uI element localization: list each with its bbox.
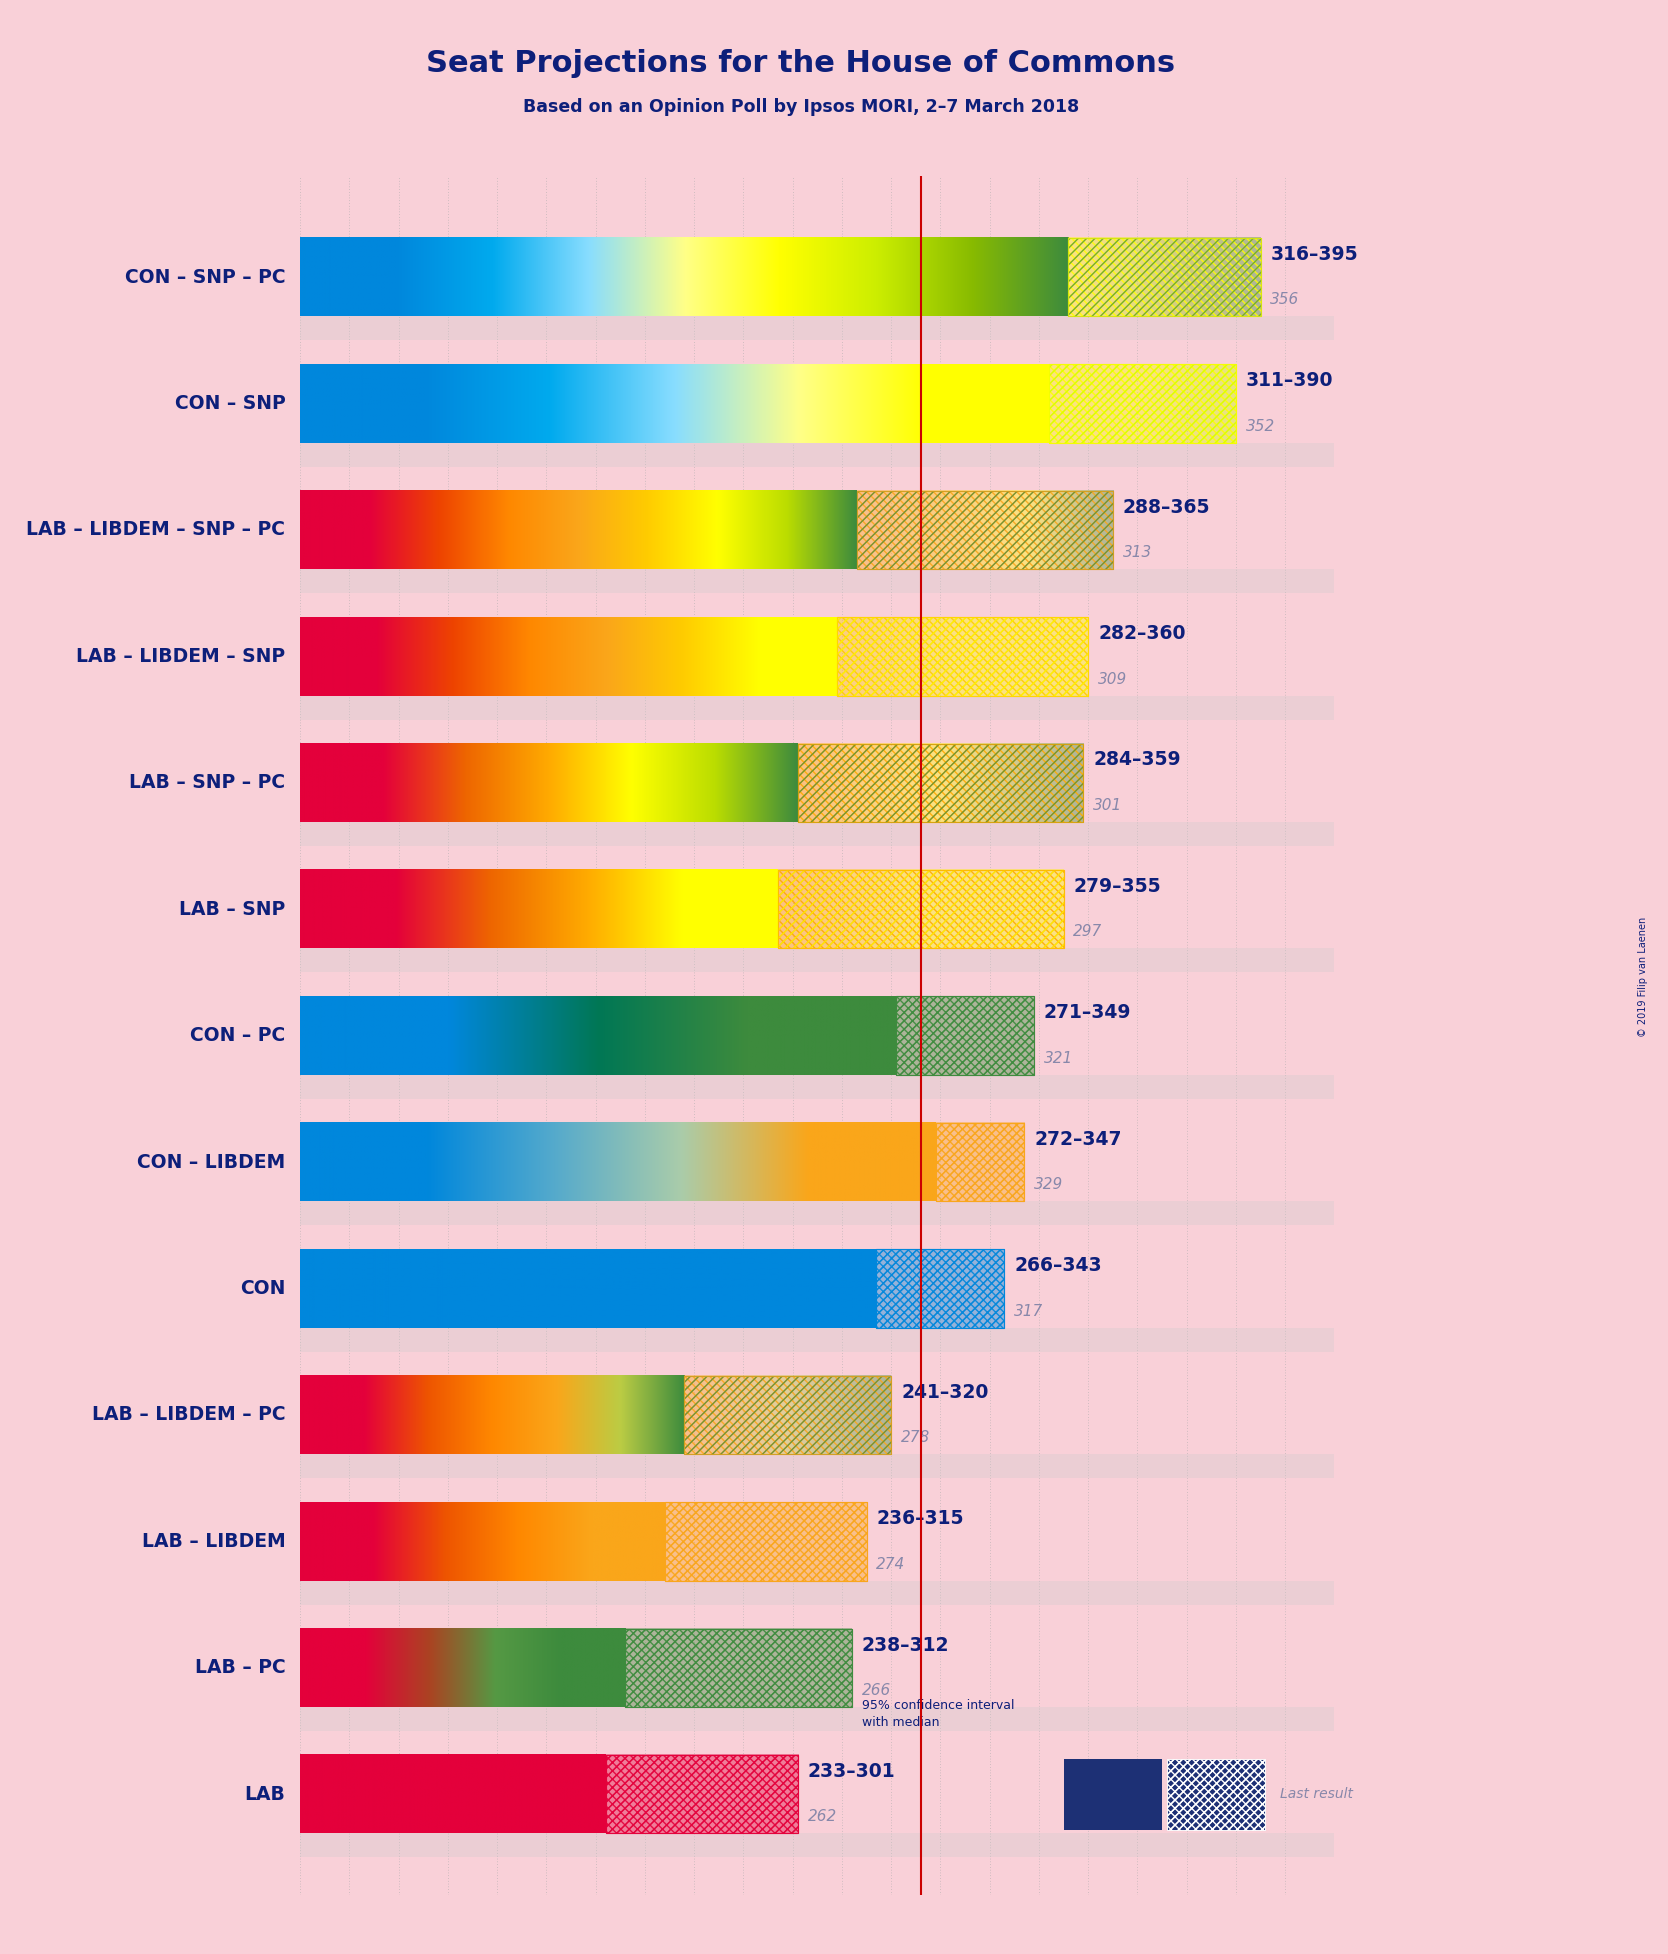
Text: 95% confidence interval
with median: 95% confidence interval with median bbox=[862, 1700, 1014, 1729]
Text: 313: 313 bbox=[1123, 545, 1153, 561]
Bar bbox=[777, 870, 1064, 948]
Text: CON – SNP – PC: CON – SNP – PC bbox=[125, 268, 285, 287]
Bar bbox=[797, 744, 1083, 823]
Text: 316–395: 316–395 bbox=[1271, 244, 1358, 264]
Text: Last result: Last result bbox=[1281, 1788, 1353, 1802]
Bar bbox=[664, 1503, 867, 1581]
Bar bbox=[300, 823, 1334, 846]
Bar bbox=[1168, 1759, 1266, 1829]
Text: 238–312: 238–312 bbox=[862, 1635, 949, 1655]
Bar bbox=[1049, 363, 1236, 444]
Text: 317: 317 bbox=[1014, 1303, 1044, 1319]
Bar bbox=[1064, 1759, 1163, 1829]
Text: CON – PC: CON – PC bbox=[190, 1026, 285, 1045]
Text: 288–365: 288–365 bbox=[1123, 498, 1211, 516]
Bar bbox=[797, 744, 1083, 823]
Text: CON – SNP: CON – SNP bbox=[175, 395, 285, 412]
Text: 236–315: 236–315 bbox=[876, 1508, 964, 1528]
Bar bbox=[876, 1249, 1004, 1327]
Bar bbox=[896, 997, 1034, 1075]
Bar bbox=[857, 490, 1113, 569]
Bar bbox=[837, 617, 1088, 696]
Bar bbox=[876, 1249, 1004, 1327]
Text: LAB – PC: LAB – PC bbox=[195, 1659, 285, 1677]
Text: © 2019 Filip van Laenen: © 2019 Filip van Laenen bbox=[1638, 916, 1648, 1038]
Bar bbox=[684, 1376, 891, 1454]
Bar bbox=[626, 1628, 852, 1708]
Text: Seat Projections for the House of Commons: Seat Projections for the House of Common… bbox=[425, 49, 1176, 78]
Text: 272–347: 272–347 bbox=[1034, 1129, 1121, 1149]
Bar bbox=[857, 490, 1113, 569]
Text: 309: 309 bbox=[1098, 672, 1128, 686]
Text: 241–320: 241–320 bbox=[901, 1383, 989, 1401]
Bar bbox=[936, 1124, 1024, 1202]
Text: 279–355: 279–355 bbox=[1074, 877, 1161, 897]
Text: 329: 329 bbox=[1034, 1178, 1063, 1192]
Text: Based on an Opinion Poll by Ipsos MORI, 2–7 March 2018: Based on an Opinion Poll by Ipsos MORI, … bbox=[522, 98, 1079, 115]
Bar bbox=[797, 744, 1083, 823]
Bar bbox=[1049, 363, 1236, 444]
Bar bbox=[1069, 238, 1261, 317]
Bar bbox=[300, 696, 1334, 719]
Bar bbox=[936, 1124, 1024, 1202]
Text: 282–360: 282–360 bbox=[1098, 623, 1186, 643]
Text: 271–349: 271–349 bbox=[1044, 1002, 1131, 1022]
Bar bbox=[684, 1376, 891, 1454]
Bar bbox=[777, 870, 1064, 948]
Bar bbox=[300, 569, 1334, 594]
Bar bbox=[626, 1628, 852, 1708]
Bar bbox=[605, 1755, 797, 1833]
Text: 297: 297 bbox=[1074, 924, 1103, 940]
Bar bbox=[300, 444, 1334, 467]
Bar bbox=[300, 317, 1334, 340]
Bar bbox=[1069, 238, 1261, 317]
Bar bbox=[300, 1075, 1334, 1098]
Text: 266: 266 bbox=[862, 1682, 891, 1698]
Text: CON – LIBDEM: CON – LIBDEM bbox=[137, 1153, 285, 1172]
Bar bbox=[857, 490, 1113, 569]
Text: LAB – SNP – PC: LAB – SNP – PC bbox=[130, 774, 285, 791]
Bar bbox=[300, 948, 1334, 973]
Bar bbox=[684, 1376, 891, 1454]
Text: 301: 301 bbox=[1093, 797, 1123, 813]
Text: 266–343: 266–343 bbox=[1014, 1256, 1103, 1276]
Bar bbox=[300, 1708, 1334, 1731]
Bar bbox=[1168, 1759, 1266, 1829]
Text: 352: 352 bbox=[1246, 418, 1274, 434]
Bar bbox=[605, 1755, 797, 1833]
Bar bbox=[837, 617, 1088, 696]
Text: CON: CON bbox=[240, 1280, 285, 1297]
Text: 233–301: 233–301 bbox=[807, 1763, 896, 1780]
Bar bbox=[1069, 238, 1261, 317]
Bar bbox=[1049, 363, 1236, 444]
Text: 274: 274 bbox=[876, 1557, 906, 1571]
Bar bbox=[300, 1581, 1334, 1604]
Bar bbox=[300, 1454, 1334, 1477]
Text: 311–390: 311–390 bbox=[1246, 371, 1333, 391]
Bar bbox=[837, 617, 1088, 696]
Text: LAB – LIBDEM – PC: LAB – LIBDEM – PC bbox=[92, 1405, 285, 1424]
Text: 278: 278 bbox=[901, 1430, 931, 1446]
Text: LAB: LAB bbox=[245, 1784, 285, 1804]
Bar bbox=[300, 1202, 1334, 1225]
Bar bbox=[896, 997, 1034, 1075]
Bar bbox=[664, 1503, 867, 1581]
Bar bbox=[300, 1327, 1334, 1352]
Text: 262: 262 bbox=[807, 1809, 837, 1825]
Text: LAB – SNP: LAB – SNP bbox=[178, 899, 285, 918]
Bar bbox=[664, 1503, 867, 1581]
Bar bbox=[876, 1249, 1004, 1327]
Bar bbox=[936, 1124, 1024, 1202]
Text: 284–359: 284–359 bbox=[1093, 750, 1181, 770]
Bar bbox=[300, 1833, 1334, 1858]
Bar bbox=[777, 870, 1064, 948]
Text: LAB – LIBDEM – SNP: LAB – LIBDEM – SNP bbox=[77, 647, 285, 666]
Text: LAB – LIBDEM – SNP – PC: LAB – LIBDEM – SNP – PC bbox=[27, 520, 285, 539]
Text: LAB – LIBDEM: LAB – LIBDEM bbox=[142, 1532, 285, 1551]
Bar bbox=[896, 997, 1034, 1075]
Bar bbox=[626, 1628, 852, 1708]
Bar bbox=[605, 1755, 797, 1833]
Text: 321: 321 bbox=[1044, 1051, 1073, 1065]
Text: 356: 356 bbox=[1271, 293, 1299, 307]
